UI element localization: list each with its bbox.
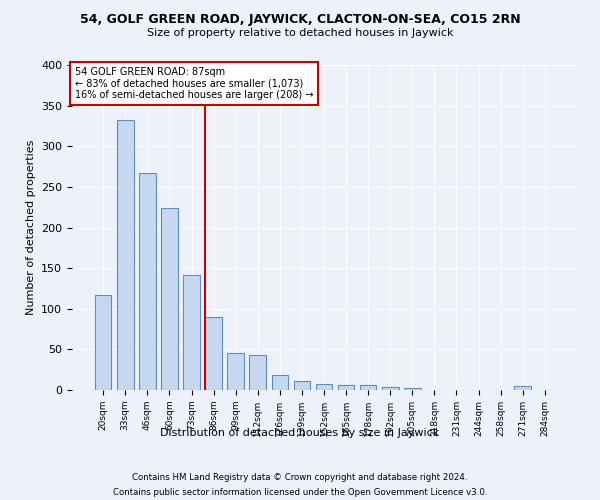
Y-axis label: Number of detached properties: Number of detached properties xyxy=(26,140,35,315)
Text: 54 GOLF GREEN ROAD: 87sqm
← 83% of detached houses are smaller (1,073)
16% of se: 54 GOLF GREEN ROAD: 87sqm ← 83% of detac… xyxy=(74,66,313,100)
Text: Contains public sector information licensed under the Open Government Licence v3: Contains public sector information licen… xyxy=(113,488,487,497)
Bar xyxy=(161,208,178,390)
Bar xyxy=(338,385,355,390)
Bar xyxy=(514,386,531,390)
Text: 54, GOLF GREEN ROAD, JAYWICK, CLACTON-ON-SEA, CO15 2RN: 54, GOLF GREEN ROAD, JAYWICK, CLACTON-ON… xyxy=(80,12,520,26)
Bar xyxy=(250,355,266,390)
Bar xyxy=(183,274,200,390)
Text: Contains HM Land Registry data © Crown copyright and database right 2024.: Contains HM Land Registry data © Crown c… xyxy=(132,473,468,482)
Bar xyxy=(272,374,288,390)
Bar xyxy=(316,384,332,390)
Bar xyxy=(205,317,222,390)
Bar xyxy=(382,387,398,390)
Bar xyxy=(139,173,155,390)
Bar xyxy=(293,381,310,390)
Bar xyxy=(404,388,421,390)
Bar xyxy=(360,385,376,390)
Bar xyxy=(117,120,134,390)
Bar xyxy=(95,295,112,390)
Text: Size of property relative to detached houses in Jaywick: Size of property relative to detached ho… xyxy=(147,28,453,38)
Text: Distribution of detached houses by size in Jaywick: Distribution of detached houses by size … xyxy=(160,428,440,438)
Bar xyxy=(227,352,244,390)
